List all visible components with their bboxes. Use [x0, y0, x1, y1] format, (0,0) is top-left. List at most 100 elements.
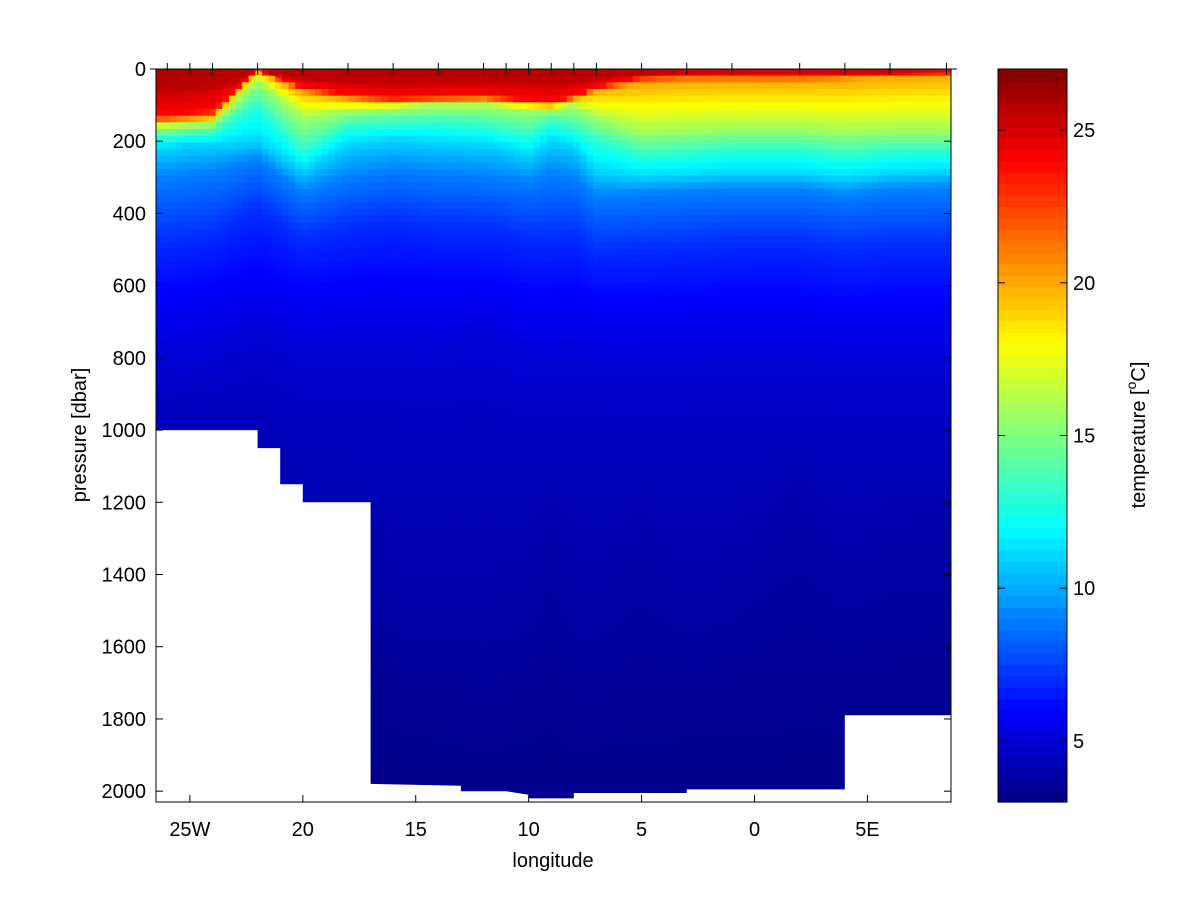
field-cell [447, 735, 455, 743]
field-cell [281, 275, 290, 283]
field-cell [288, 95, 296, 103]
field-cell [334, 282, 343, 290]
field-cell [275, 142, 283, 150]
field-cell [268, 422, 276, 430]
field-cell [248, 102, 256, 110]
field-cell [401, 268, 409, 277]
field-cell [374, 208, 382, 217]
field-cell [427, 308, 435, 317]
field-cell [156, 222, 164, 230]
field-cell [440, 715, 449, 723]
field-cell [334, 428, 343, 437]
field-cell [202, 388, 210, 397]
field-cell [427, 608, 435, 617]
field-cell [407, 762, 415, 770]
field-cell [328, 422, 336, 430]
field-cell [334, 402, 343, 410]
field-cell [421, 382, 429, 390]
field-cell [374, 628, 382, 637]
field-cell [454, 128, 462, 137]
field-cell [275, 395, 283, 403]
field-cell [434, 602, 442, 610]
field-cell [295, 468, 303, 477]
field-cell [308, 282, 316, 290]
field-cell [440, 462, 449, 470]
field-cell [321, 102, 329, 110]
field-cell [315, 275, 323, 283]
field-cell [169, 302, 177, 310]
field-cell [387, 168, 396, 177]
field-cell [407, 308, 415, 317]
field-cell [202, 162, 210, 170]
field-cell [268, 142, 276, 150]
field-cell [447, 168, 455, 177]
field-cell [215, 248, 223, 257]
field-cell [262, 75, 270, 83]
field-cell [401, 468, 409, 477]
field-cell [401, 635, 409, 643]
field-cell [427, 635, 435, 643]
field-cell [421, 628, 429, 637]
field-cell [228, 362, 237, 370]
field-cell [334, 295, 343, 303]
field-cell [381, 82, 389, 90]
field-cell [407, 755, 415, 763]
field-cell [182, 142, 190, 150]
field-cell [440, 342, 449, 350]
field-cell [374, 495, 382, 503]
field-cell [381, 415, 389, 423]
field-cell [381, 95, 389, 103]
field-cell [401, 168, 409, 177]
field-cell [348, 195, 356, 203]
field-cell [169, 108, 177, 117]
field-cell [275, 422, 283, 430]
field-cell [361, 255, 369, 263]
field-cell [308, 302, 316, 310]
field-cell [308, 435, 316, 443]
field-cell [427, 715, 435, 723]
field-cell [414, 635, 422, 643]
field-cell [440, 595, 449, 603]
field-cell [222, 408, 230, 417]
field-cell [235, 342, 243, 350]
field-cell [215, 375, 223, 383]
field-cell [275, 188, 283, 197]
field-cell [414, 715, 422, 723]
field-cell [328, 115, 336, 123]
field-cell [348, 462, 356, 470]
field-cell [374, 222, 382, 230]
field-cell [394, 362, 402, 370]
field-cell [215, 362, 223, 370]
field-cell [447, 595, 455, 603]
field-cell [275, 128, 283, 137]
field-cell [414, 542, 422, 550]
field-cell [321, 195, 329, 203]
field-cell [427, 235, 435, 243]
field-cell [394, 595, 402, 603]
field-cell [447, 602, 455, 610]
field-cell [195, 188, 203, 197]
field-cell [407, 495, 415, 503]
field-cell [235, 155, 243, 163]
field-cell [189, 208, 197, 217]
field-cell [202, 368, 210, 377]
field-cell [368, 515, 376, 523]
field-cell [361, 468, 369, 477]
field-cell [202, 102, 210, 110]
field-cell [440, 122, 449, 130]
field-cell [394, 175, 402, 183]
field-cell [328, 182, 336, 190]
field-cell [281, 395, 290, 403]
field-cell [447, 622, 455, 630]
field-cell [401, 328, 409, 337]
field-cell [175, 88, 184, 97]
field-cell [440, 102, 449, 110]
field-cell [182, 388, 190, 397]
field-cell [175, 335, 184, 343]
field-cell [348, 128, 356, 137]
field-cell [401, 402, 409, 410]
field-cell [374, 655, 382, 663]
field-cell [387, 662, 396, 670]
field-cell [262, 155, 270, 163]
field-cell [182, 395, 190, 403]
